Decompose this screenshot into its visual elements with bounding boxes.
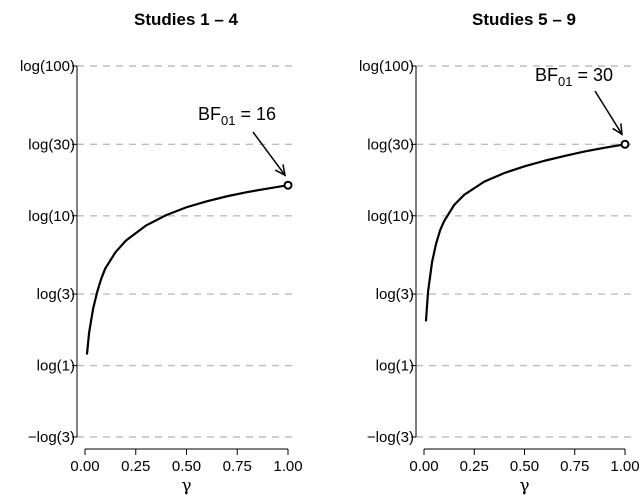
y-tick-label: log(30) [28, 136, 75, 153]
chart-title: Studies 1 – 4 [134, 10, 238, 29]
x-tick-label: 0.25 [460, 458, 489, 475]
x-tick-label: 0.50 [172, 458, 201, 475]
y-tick-label: log(1) [37, 358, 75, 375]
y-tick-label: log(3) [37, 286, 75, 303]
y-tick-label: log(3) [376, 286, 414, 303]
series-line [85, 184, 290, 355]
x-tick-label: 0.25 [121, 458, 150, 475]
y-tick-label: log(10) [28, 208, 75, 225]
annotation-arrowhead [612, 123, 623, 136]
annotation-subscript: 01 [221, 113, 235, 128]
series-endpoint-point [620, 139, 630, 149]
annotation-base: BF [198, 104, 221, 124]
x-axis-label: γ [519, 476, 529, 495]
annotation-value: 16 [256, 104, 276, 124]
x-tick-label: 0.00 [409, 458, 438, 475]
annotation-arrowhead [274, 164, 287, 177]
y-tick-label: log(1) [376, 358, 414, 375]
series-line [424, 143, 627, 322]
annotation-subscript: 01 [558, 74, 572, 89]
x-axis-label: γ [181, 476, 191, 495]
x-tick-label: 0.75 [223, 458, 252, 475]
annotation-base: BF [535, 65, 558, 85]
annotation-arrow [594, 90, 623, 135]
y-tick-label: log(30) [367, 136, 414, 153]
x-tick-label: 0.50 [510, 458, 539, 475]
chart-panel-1: Studies 1 – 4 −log(3) log(1) log(3) log(10) l… [20, 10, 303, 495]
y-tick-label: log(100) [20, 58, 75, 75]
x-tick-label: 1.00 [610, 458, 639, 475]
y-tick-label: −log(3) [28, 429, 75, 446]
x-tick-label: 1.00 [273, 458, 302, 475]
y-tick-label: −log(3) [367, 429, 414, 446]
annotation-relation: = [572, 65, 593, 85]
series-endpoint-point [283, 180, 293, 190]
x-tick-label: 0.00 [70, 458, 99, 475]
y-tick-label: log(100) [359, 58, 414, 75]
bayes-factor-annotation: BF01 = 16 [198, 104, 276, 128]
annotation-value: 30 [593, 65, 613, 85]
y-tick-label: log(10) [367, 208, 414, 225]
annotation-arrow [252, 131, 286, 176]
chart-title: Studies 5 – 9 [472, 10, 576, 29]
chart-panel-2: Studies 5 – 9 −log(3) log(1) log(3) log(10) l… [359, 10, 640, 495]
x-tick-label: 0.75 [560, 458, 589, 475]
bayes-factor-annotation: BF01 = 30 [535, 65, 613, 89]
annotation-relation: = [235, 104, 256, 124]
